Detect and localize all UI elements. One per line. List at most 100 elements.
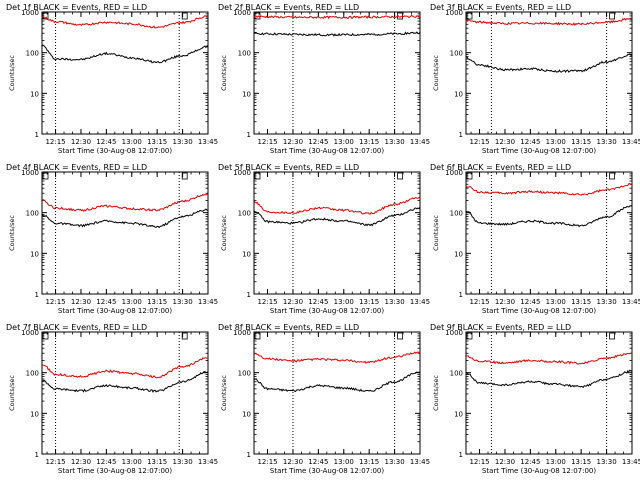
x-tick-label: 13:30 [172, 458, 192, 466]
x-tick-label: 12:15 [469, 298, 489, 306]
y-tick-label: 1000 [445, 169, 463, 177]
x-tick-label: 13:45 [198, 138, 218, 146]
y-axis-label: Counts/sec [432, 375, 440, 411]
y-tick-label: 1 [35, 451, 39, 459]
corner-marker-right [609, 12, 615, 20]
x-axis-label: Start Time (30-Aug-08 12:07:00) [482, 307, 596, 315]
x-tick-label: 12:45 [96, 138, 116, 146]
chart-title: Det 7f BLACK = Events, RED = LLD [6, 323, 147, 332]
y-tick-label: 10 [30, 250, 39, 258]
detector-plot-3: Det 3f BLACK = Events, RED = LLD 1 10 100 10… [430, 3, 640, 155]
y-tick-label: 100 [450, 50, 463, 58]
corner-marker-right [181, 12, 188, 20]
y-tick-label: 1 [459, 291, 463, 299]
corner-marker-left [42, 12, 49, 20]
series-line-lld [465, 17, 633, 27]
chart-title: Det 8f BLACK = Events, RED = LLD [218, 323, 359, 332]
y-tick-label: 1000 [445, 329, 463, 337]
y-axis-label: Counts/sec [8, 55, 16, 91]
x-tick-label: 13:15 [359, 458, 379, 466]
corner-marker-right [181, 332, 188, 340]
plot-frame [465, 11, 633, 135]
corner-marker-left [254, 172, 261, 180]
x-tick-label: 13:45 [410, 298, 430, 306]
plot-frame [253, 11, 421, 135]
plot-frame [41, 331, 209, 455]
x-axis-label: Start Time (30-Aug-08 12:07:00) [482, 147, 596, 155]
x-tick-label: 13:00 [546, 458, 566, 466]
series-line-events [41, 371, 209, 393]
y-tick-label: 100 [238, 210, 251, 218]
chart-title: Det 9f BLACK = Events, RED = LLD [430, 323, 571, 332]
y-tick-label: 1000 [233, 169, 251, 177]
x-tick-label: 12:45 [520, 138, 540, 146]
series-line-events [41, 208, 209, 229]
y-axis-label: Counts/sec [8, 215, 16, 251]
x-tick-label: 13:15 [571, 458, 591, 466]
x-tick-label: 12:15 [469, 138, 489, 146]
x-tick-label: 13:15 [571, 138, 591, 146]
y-axis-label: Counts/sec [220, 215, 228, 251]
x-axis-label: Start Time (30-Aug-08 12:07:00) [270, 147, 384, 155]
x-tick-label: 13:00 [122, 298, 142, 306]
x-tick-label: 13:45 [410, 138, 430, 146]
x-tick-label: 12:45 [520, 458, 540, 466]
x-tick-label: 12:30 [495, 138, 515, 146]
y-tick-label: 10 [454, 250, 463, 258]
y-tick-label: 1000 [233, 329, 251, 337]
series-line-events [465, 53, 633, 73]
x-tick-label: 12:45 [96, 458, 116, 466]
x-tick-label: 12:45 [96, 298, 116, 306]
x-tick-label: 12:45 [308, 298, 328, 306]
series-line-events [465, 369, 633, 389]
y-tick-label: 1 [247, 291, 251, 299]
x-tick-label: 13:15 [147, 138, 167, 146]
x-tick-label: 13:30 [172, 138, 192, 146]
x-tick-label: 13:30 [596, 458, 616, 466]
x-tick-label: 13:00 [546, 298, 566, 306]
chart-title: Det 4f BLACK = Events, RED = LLD [6, 163, 147, 172]
detector-plot-6: Det 6f BLACK = Events, RED = LLD 1 10 100 10… [430, 163, 640, 315]
x-tick-label: 12:45 [520, 298, 540, 306]
y-tick-label: 1000 [21, 329, 39, 337]
detector-plot-2: Det 2f BLACK = Events, RED = LLD 1 10 100 10… [218, 3, 430, 155]
x-tick-label: 13:30 [172, 298, 192, 306]
y-tick-label: 10 [242, 410, 251, 418]
chart-title: Det 5f BLACK = Events, RED = LLD [218, 163, 359, 172]
corner-marker-left [42, 172, 49, 180]
detector-plot-8: Det 8f BLACK = Events, RED = LLD 1 10 100 10… [218, 323, 430, 475]
x-tick-label: 12:15 [257, 298, 277, 306]
x-tick-label: 13:45 [622, 138, 640, 146]
y-tick-label: 1 [247, 131, 251, 139]
x-axis-label: Start Time (30-Aug-08 12:07:00) [270, 467, 384, 475]
series-line-events [41, 44, 209, 64]
x-tick-label: 13:15 [147, 458, 167, 466]
y-tick-label: 1000 [21, 169, 39, 177]
x-axis-label: Start Time (30-Aug-08 12:07:00) [482, 467, 596, 475]
corner-marker-right [609, 172, 615, 180]
y-tick-label: 1000 [445, 9, 463, 17]
y-tick-label: 1 [459, 131, 463, 139]
series-line-lld [465, 183, 633, 196]
y-tick-label: 1000 [21, 9, 39, 17]
y-axis-label: Counts/sec [220, 55, 228, 91]
x-tick-label: 13:00 [334, 138, 354, 146]
corner-marker-left [466, 12, 473, 20]
x-tick-label: 12:30 [71, 458, 91, 466]
series-line-lld [253, 351, 421, 364]
x-tick-label: 13:00 [122, 458, 142, 466]
x-tick-label: 12:15 [45, 138, 65, 146]
plot-frame [465, 171, 633, 295]
series-line-lld [465, 352, 633, 365]
x-tick-label: 12:15 [45, 458, 65, 466]
y-tick-label: 10 [30, 90, 39, 98]
y-tick-label: 100 [26, 210, 39, 218]
x-tick-label: 12:30 [283, 298, 303, 306]
plot-frame [465, 331, 633, 455]
chart-title: Det 3f BLACK = Events, RED = LLD [430, 3, 571, 12]
y-tick-label: 100 [450, 370, 463, 378]
y-tick-label: 10 [454, 410, 463, 418]
x-tick-label: 12:15 [469, 458, 489, 466]
plot-frame [41, 11, 209, 135]
x-tick-label: 12:30 [495, 298, 515, 306]
